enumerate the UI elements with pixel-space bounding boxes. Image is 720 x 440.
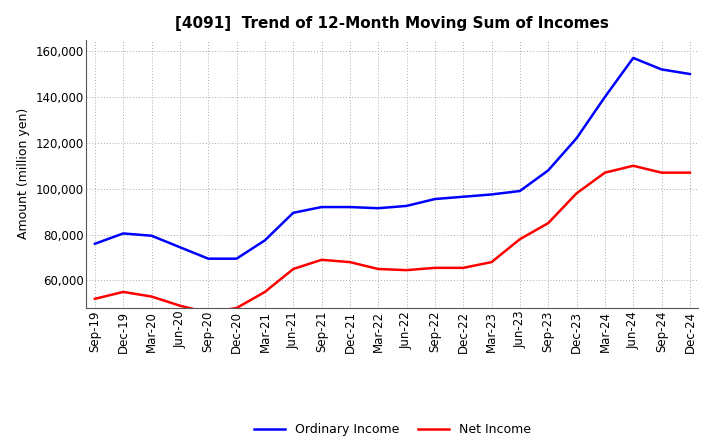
Ordinary Income: [204, 256, 212, 261]
Y-axis label: Amount (million yen): Amount (million yen): [17, 108, 30, 239]
Net Income: [600, 170, 609, 175]
Ordinary Income: [176, 245, 184, 250]
Net Income: [176, 303, 184, 308]
Ordinary Income: [374, 205, 382, 211]
Net Income: [459, 265, 467, 271]
Ordinary Income: [459, 194, 467, 199]
Ordinary Income: [233, 256, 241, 261]
Net Income: [572, 191, 581, 196]
Net Income: [148, 294, 156, 299]
Ordinary Income: [657, 67, 666, 72]
Net Income: [374, 266, 382, 271]
Net Income: [431, 265, 439, 271]
Net Income: [318, 257, 326, 263]
Ordinary Income: [346, 205, 354, 210]
Ordinary Income: [289, 210, 297, 216]
Net Income: [91, 296, 99, 301]
Net Income: [629, 163, 637, 169]
Ordinary Income: [629, 55, 637, 61]
Net Income: [516, 237, 524, 242]
Net Income: [487, 260, 496, 265]
Ordinary Income: [318, 205, 326, 210]
Net Income: [685, 170, 694, 175]
Line: Net Income: Net Income: [95, 166, 690, 312]
Legend: Ordinary Income, Net Income: Ordinary Income, Net Income: [248, 418, 536, 440]
Net Income: [657, 170, 666, 175]
Ordinary Income: [119, 231, 127, 236]
Ordinary Income: [261, 238, 269, 243]
Net Income: [402, 268, 411, 273]
Line: Ordinary Income: Ordinary Income: [95, 58, 690, 259]
Net Income: [346, 260, 354, 265]
Ordinary Income: [148, 233, 156, 238]
Ordinary Income: [544, 168, 552, 173]
Net Income: [289, 266, 297, 271]
Net Income: [544, 220, 552, 226]
Ordinary Income: [402, 203, 411, 209]
Net Income: [261, 290, 269, 295]
Ordinary Income: [572, 136, 581, 141]
Net Income: [204, 310, 212, 315]
Ordinary Income: [685, 71, 694, 77]
Net Income: [119, 290, 127, 295]
Title: [4091]  Trend of 12-Month Moving Sum of Incomes: [4091] Trend of 12-Month Moving Sum of I…: [176, 16, 609, 32]
Ordinary Income: [431, 196, 439, 202]
Ordinary Income: [91, 241, 99, 246]
Net Income: [233, 305, 241, 311]
Ordinary Income: [516, 188, 524, 194]
Ordinary Income: [487, 192, 496, 197]
Ordinary Income: [600, 94, 609, 99]
